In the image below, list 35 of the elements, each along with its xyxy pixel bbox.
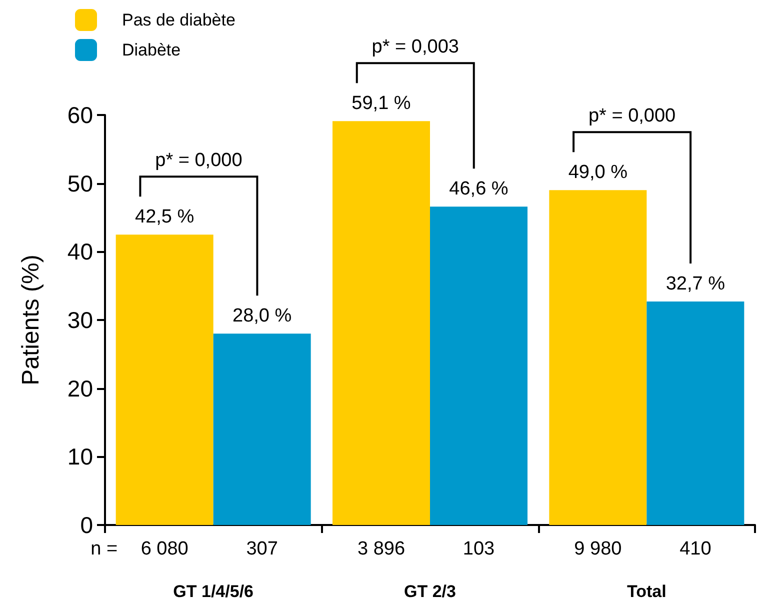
text: 6 080 xyxy=(140,538,188,560)
bar xyxy=(116,234,214,525)
x-tick-label: GT 1/4/5/6 xyxy=(173,582,254,601)
text: 9 980 xyxy=(574,538,622,560)
y-tick-label: 30 xyxy=(67,307,93,333)
data-label: 32,7 % xyxy=(666,274,726,295)
text: 410 xyxy=(680,538,712,560)
y-tick-label: 40 xyxy=(67,238,93,265)
y-tick-label: 60 xyxy=(67,102,93,128)
x-tick-label: GT 2/3 xyxy=(404,582,456,601)
legend-label: Diabète xyxy=(122,40,181,60)
y-tick-label: 10 xyxy=(67,444,93,470)
bar xyxy=(332,121,430,525)
y-axis-title: Patients (%) xyxy=(18,254,44,386)
text: p* = 0,003 xyxy=(372,36,459,58)
y-tick-label: 50 xyxy=(67,170,93,196)
legend-label: Pas de diabète xyxy=(122,10,236,30)
y-tick-label: 20 xyxy=(67,375,93,402)
data-label: 28,0 % xyxy=(232,306,292,327)
text: 307 xyxy=(246,538,278,560)
bar xyxy=(430,206,528,525)
data-label: 42,5 % xyxy=(135,206,194,228)
bar xyxy=(213,334,311,525)
text: n = xyxy=(90,538,118,560)
data-label: 49,0 % xyxy=(568,162,628,184)
x-tick-label: Total xyxy=(626,582,666,601)
data-label: 59,1 % xyxy=(352,93,411,114)
text: 103 xyxy=(462,538,495,560)
annotation: p* = 0,000 xyxy=(155,150,242,172)
data-label: 46,6 % xyxy=(449,178,508,200)
y-tick-label: 0 xyxy=(80,512,93,538)
text: 3 896 xyxy=(357,538,406,560)
annotation: p* = 0,000 xyxy=(588,106,676,127)
bar xyxy=(646,302,744,525)
bar xyxy=(549,190,647,525)
